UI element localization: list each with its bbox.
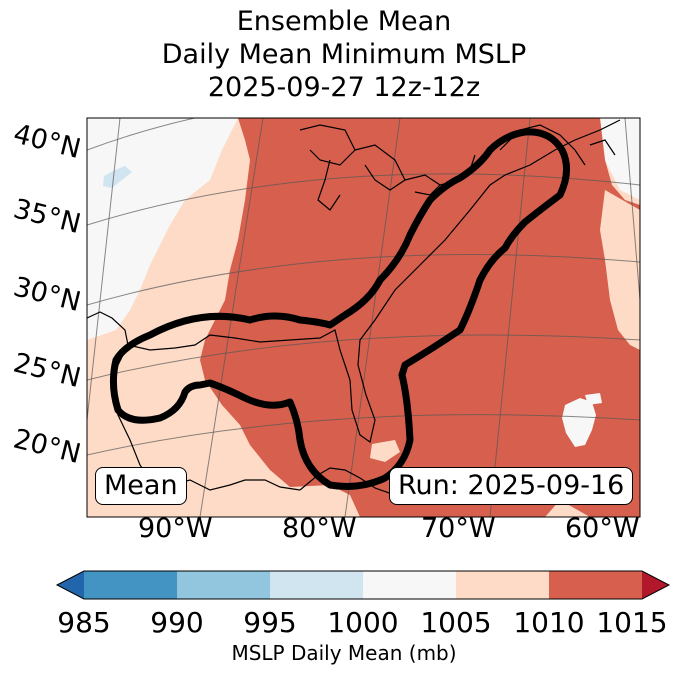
ensemble-contour: [109, 128, 570, 490]
mean-label-box: Mean: [95, 467, 187, 505]
colorbar-segment: [363, 571, 456, 599]
field-1005-1010-east: [600, 190, 640, 350]
colorbar: [55, 570, 671, 600]
colorbar-segment: [549, 571, 642, 599]
colorbar-segment: [270, 571, 363, 599]
lon-label-60w: 60°W: [565, 513, 640, 544]
mslp-field: [87, 118, 640, 517]
colorbar-segment: [84, 571, 177, 599]
colorbar-segment: [456, 571, 549, 599]
colorbar-tick: 1010: [513, 606, 585, 639]
lon-label-70w: 70°W: [421, 513, 496, 544]
field-1000-1005-small-patch: [585, 393, 602, 405]
colorbar-tick: 985: [57, 606, 111, 639]
chart-title-line2: Daily Mean Minimum MSLP: [161, 39, 527, 70]
colorbar-tick: 990: [150, 606, 204, 639]
colorbar-tick: 995: [243, 606, 297, 639]
colorbar-tick: 1000: [327, 606, 399, 639]
field-995-1000-patch: [103, 166, 132, 188]
colorbar-tick: 1015: [596, 606, 668, 639]
graticule: [87, 118, 640, 517]
colorbar-tick: 1005: [420, 606, 492, 639]
lon-label-80w: 80°W: [282, 513, 357, 544]
colorbar-outline: [55, 570, 671, 600]
lon-label-90w: 90°W: [138, 513, 213, 544]
field-1005-1010-florida: [370, 440, 400, 462]
chart-title-line3: 2025-09-27 12z-12z: [207, 72, 481, 103]
field-1000-1005-atlantic-patch: [562, 398, 596, 447]
colorbar-under-triangle: [57, 571, 84, 599]
colorbar-over-triangle: [642, 571, 669, 599]
colorbar-segment: [177, 571, 270, 599]
colorbar-label: MSLP Daily Mean (mb): [231, 641, 457, 665]
run-date-label-box: Run: 2025-09-16: [389, 467, 634, 505]
map-frame: [86, 117, 641, 518]
chart-title-line1: Ensemble Mean: [236, 6, 452, 37]
